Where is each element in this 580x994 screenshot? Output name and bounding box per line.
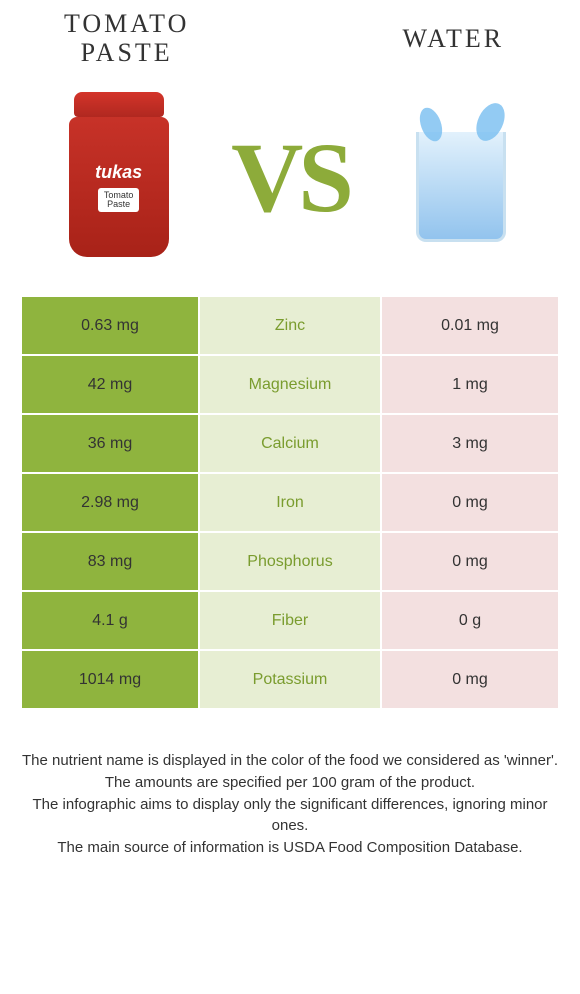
vs-label: VS — [231, 120, 349, 235]
right-food-image — [396, 87, 526, 267]
left-value: 2.98 mg — [22, 474, 200, 531]
footer-notes: The nutrient name is displayed in the co… — [0, 710, 580, 859]
table-row: 2.98 mg Iron 0 mg — [22, 474, 558, 533]
nutrient-name: Iron — [200, 474, 380, 531]
left-value: 42 mg — [22, 356, 200, 413]
nutrient-name: Fiber — [200, 592, 380, 649]
footer-line: The nutrient name is displayed in the co… — [20, 750, 560, 772]
images-row: tukas Tomato Paste VS — [0, 67, 580, 297]
nutrient-name: Calcium — [200, 415, 380, 472]
footer-line: The main source of information is USDA F… — [20, 837, 560, 859]
right-value: 0.01 mg — [380, 297, 558, 354]
tomato-paste-jar-icon: tukas Tomato Paste — [64, 92, 174, 262]
left-value: 0.63 mg — [22, 297, 200, 354]
right-value: 3 mg — [380, 415, 558, 472]
nutrient-table: 0.63 mg Zinc 0.01 mg 42 mg Magnesium 1 m… — [22, 297, 558, 710]
table-row: 36 mg Calcium 3 mg — [22, 415, 558, 474]
jar-brand: tukas — [95, 162, 142, 183]
table-row: 0.63 mg Zinc 0.01 mg — [22, 297, 558, 356]
nutrient-name: Magnesium — [200, 356, 380, 413]
table-row: 4.1 g Fiber 0 g — [22, 592, 558, 651]
nutrient-name: Phosphorus — [200, 533, 380, 590]
header-titles: TOMATO PASTE WATER — [0, 0, 580, 67]
left-title-line1: TOMATO — [64, 9, 189, 38]
right-value: 1 mg — [380, 356, 558, 413]
water-glass-icon — [406, 102, 516, 252]
left-value: 36 mg — [22, 415, 200, 472]
footer-line: The amounts are specified per 100 gram o… — [20, 772, 560, 794]
right-value: 0 mg — [380, 651, 558, 708]
table-row: 1014 mg Potassium 0 mg — [22, 651, 558, 710]
left-title-line2: PASTE — [81, 38, 173, 67]
left-title: TOMATO PASTE — [27, 10, 227, 67]
right-value: 0 mg — [380, 533, 558, 590]
right-value: 0 mg — [380, 474, 558, 531]
right-value: 0 g — [380, 592, 558, 649]
jar-product-label: Tomato Paste — [98, 188, 140, 212]
table-row: 83 mg Phosphorus 0 mg — [22, 533, 558, 592]
left-value: 4.1 g — [22, 592, 200, 649]
footer-line: The infographic aims to display only the… — [20, 794, 560, 838]
right-title: WATER — [353, 24, 553, 54]
left-food-image: tukas Tomato Paste — [54, 87, 184, 267]
left-value: 1014 mg — [22, 651, 200, 708]
nutrient-name: Potassium — [200, 651, 380, 708]
nutrient-name: Zinc — [200, 297, 380, 354]
table-row: 42 mg Magnesium 1 mg — [22, 356, 558, 415]
left-value: 83 mg — [22, 533, 200, 590]
